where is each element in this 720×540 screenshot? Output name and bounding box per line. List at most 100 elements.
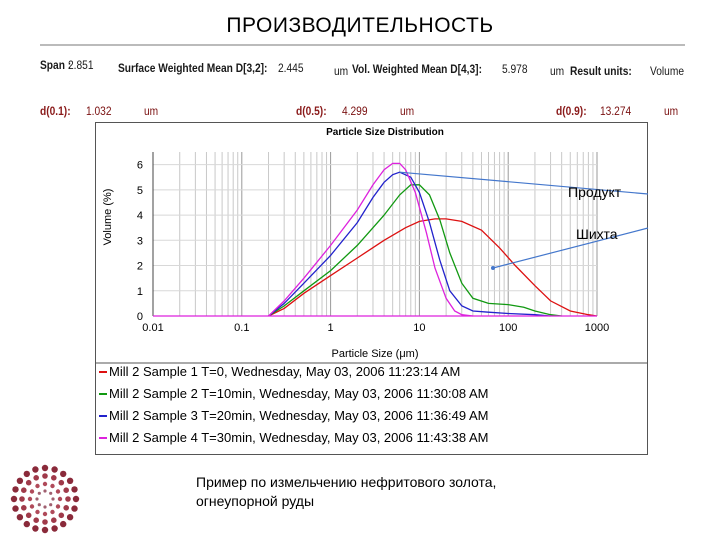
callout-feed: Шихта [576, 226, 618, 242]
logo-dot [32, 466, 39, 473]
header-rule [40, 44, 685, 46]
y-tick-label: 6 [137, 160, 143, 172]
surface-mean-unit: um [334, 64, 349, 78]
d05-unit: um [400, 104, 415, 118]
logo-dot [63, 487, 69, 493]
logo-dot [35, 509, 40, 515]
series-line-4 [268, 162, 473, 317]
logo-dot [66, 477, 74, 484]
logo-dot [51, 525, 58, 532]
logo-dot [41, 526, 49, 534]
logo-dot [49, 491, 53, 495]
logo-dot [72, 495, 80, 503]
logo-dot [19, 496, 25, 502]
logo-dot [50, 483, 55, 489]
logo-dot [58, 479, 65, 486]
logo-dot [57, 496, 63, 502]
logo-dot [21, 505, 27, 511]
x-tick-label: 0.1 [234, 322, 249, 334]
x-axis-label: Particle Size (μm) [331, 348, 418, 360]
logo-dot [42, 511, 48, 517]
d09-label: d(0.9): [556, 104, 587, 118]
d01-label: d(0.1): [40, 104, 71, 118]
logo-dot [55, 504, 61, 509]
logo-dot [49, 503, 53, 507]
callout-line-feed [492, 227, 649, 269]
logo-dot [25, 479, 32, 486]
logo-dot [16, 514, 24, 521]
span-label: Span : [40, 58, 72, 72]
logo-dot [42, 481, 48, 487]
slide-title: ПРОИЗВОДИТЕЛЬНОСТЬ [226, 14, 494, 37]
vol-mean-unit: um [550, 64, 565, 78]
d05-label: d(0.5): [296, 104, 327, 118]
y-axis-label: Volume (%) [102, 189, 114, 246]
logo-dot [51, 466, 58, 473]
surface-mean-value: 2.445 [278, 61, 304, 75]
logo-dot [10, 495, 18, 503]
series-line-2 [268, 184, 562, 317]
y-tick-label: 4 [137, 210, 143, 222]
logo-dot [50, 509, 55, 515]
logo-dot [21, 487, 27, 493]
logo-dot [66, 514, 74, 521]
logo-dot [41, 464, 49, 472]
logo-dot [29, 489, 35, 494]
result-units-value: Volume [650, 64, 685, 78]
surface-mean-label: Surface Weighted Mean D[3,2]: [118, 61, 268, 75]
legend-entry-1: Mill 2 Sample 1 T=0, Wednesday, May 03, … [109, 364, 460, 379]
callout-lines [399, 171, 649, 270]
legend-entry-4: Mill 2 Sample 4 T=30min, Wednesday, May … [109, 430, 489, 445]
particle-size-chart: Particle Size Distribution 0.01 0.1 1 10 100… [95, 122, 649, 455]
x-tick-label: 0.01 [142, 322, 163, 334]
x-tick-label: 1000 [585, 322, 609, 334]
chart-series [153, 162, 598, 317]
logo-dot [32, 525, 39, 532]
logo-dot [35, 497, 39, 501]
y-tick-label: 2 [137, 261, 143, 273]
logo-dot [60, 470, 67, 478]
chart-frame [95, 122, 648, 455]
logo-dot [12, 486, 19, 493]
logo-dot [37, 503, 41, 507]
d01-value: 1.032 [86, 104, 112, 118]
logo-dot [33, 517, 39, 523]
span-value: 2.851 [68, 58, 94, 72]
logo-dot [16, 477, 24, 484]
logo-dot [42, 473, 48, 479]
callout-line-product [399, 171, 649, 195]
logo-dot [23, 470, 30, 478]
chart-legend: Mill 2 Sample 1 T=0, Wednesday, May 03, … [99, 364, 489, 445]
caption-line-2: огнеупорной руды [196, 493, 315, 509]
d05-value: 4.299 [342, 104, 368, 118]
logo-dot [51, 517, 57, 523]
result-units-label: Result units: [570, 64, 632, 78]
logo-dot [63, 505, 69, 511]
logo-dot [51, 475, 57, 481]
d09-unit: um [664, 104, 679, 118]
x-tick-label: 10 [413, 322, 425, 334]
company-logo-icon [10, 464, 80, 534]
logo-dot [71, 486, 78, 493]
logo-dot [55, 489, 61, 494]
y-tick-label: 5 [137, 185, 143, 197]
logo-dot [65, 496, 71, 502]
caption-line-1: Пример по измельчению нефритового золота… [196, 474, 497, 490]
logo-dot [12, 505, 19, 512]
logo-dot [37, 491, 41, 495]
vol-mean-value: 5.978 [502, 62, 528, 76]
logo-dot [29, 504, 35, 509]
x-tick-label: 1 [328, 322, 334, 334]
legend-entry-3: Mill 2 Sample 3 T=20min, Wednesday, May … [109, 408, 489, 423]
logo-dot [71, 505, 78, 512]
logo-dot [60, 520, 67, 528]
y-tick-label: 3 [137, 235, 143, 247]
logo-dot [51, 497, 55, 501]
y-tick-label: 0 [137, 311, 143, 323]
logo-dot [43, 505, 47, 509]
logo-dot [23, 520, 30, 528]
chart-title: Particle Size Distribution [326, 127, 444, 138]
y-tick-label: 1 [137, 286, 143, 298]
d01-unit: um [144, 104, 159, 118]
series-line-3 [268, 171, 551, 317]
